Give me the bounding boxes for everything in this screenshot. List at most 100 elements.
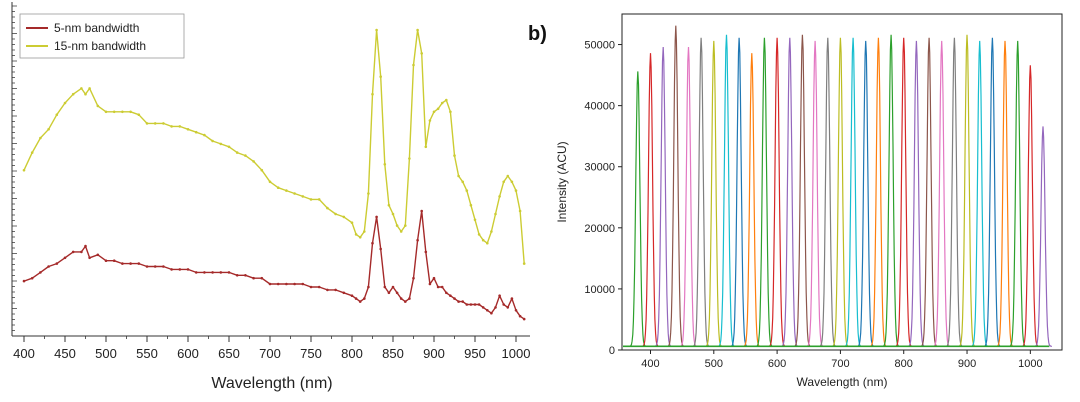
panel-a-x-tick-label: 850 [382,346,404,361]
data-point [408,157,411,160]
data-point [63,256,67,260]
panel-b-x-tick-label: 400 [641,358,659,370]
data-point [227,271,231,274]
spectral-peak [768,37,786,347]
data-point [326,206,329,210]
data-point [162,122,165,125]
data-point [276,282,280,286]
spectral-peak [920,37,938,347]
panel-b-x-axis-title: Wavelength (nm) [797,375,888,389]
data-point [71,92,75,96]
data-point [354,233,358,236]
data-point [494,306,497,309]
data-point [522,262,526,265]
spectral-peak [755,37,774,347]
data-point [518,209,522,213]
data-point [203,271,206,274]
panel-a-x-tick-label: 800 [341,346,363,361]
data-point [518,314,522,318]
data-point [387,291,391,295]
panel-a-series [22,28,526,321]
spectral-peak [818,37,837,347]
data-point [404,224,407,227]
data-point [514,189,518,192]
data-point [436,285,440,289]
data-point [39,136,42,140]
data-point [473,303,477,306]
data-point [252,276,255,280]
data-point [424,145,428,149]
spectral-peak [654,46,672,347]
data-point [449,110,452,114]
data-point [395,224,399,227]
data-point [219,142,223,146]
data-point [121,262,124,265]
series-line-15nm [23,29,525,264]
panel-b-y-tick-label: 30000 [584,162,615,174]
data-point [354,297,358,300]
panel-b-y-tick-label: 10000 [584,284,615,296]
data-point [420,52,424,55]
legend-box [19,13,185,59]
data-point [170,268,173,271]
spectral-peak [894,37,913,347]
data-point [358,236,362,239]
data-point [63,101,67,105]
data-point [104,259,108,263]
panel-a-x-tick-label: 600 [177,346,199,361]
data-point [121,110,124,114]
data-point [301,282,305,286]
spectral-peak [844,37,862,347]
spectral-peak [1008,40,1027,347]
spectral-peak [907,40,926,347]
data-point [358,300,362,303]
panel-a-x-tick-label: 750 [300,346,322,361]
data-point [22,279,26,283]
data-point [449,294,452,298]
data-point [481,238,485,242]
data-point [440,285,444,289]
data-point [469,203,473,207]
panel-b-x-tick-label: 900 [958,358,976,370]
data-point [379,75,383,78]
data-point [465,303,469,306]
panel-a-x-tick-label: 950 [464,346,486,361]
data-point [39,271,42,274]
data-point [375,28,378,32]
spectral-peak [1021,65,1040,347]
data-point [309,198,313,201]
data-point [453,297,456,300]
data-point [244,154,247,157]
panel-b-y-tick-label: 0 [609,345,615,357]
data-point [399,297,403,300]
data-point [104,110,108,114]
data-point [445,98,448,102]
data-point [244,274,247,277]
data-point [342,291,346,295]
data-point [276,186,280,189]
data-point [260,276,264,280]
panel-b-x-tick-label: 500 [705,358,723,370]
panel-a-x-tick-label: 450 [54,346,76,361]
panel-a: 400 450 500 550 600 650 700 750 800 850 900 950 1000… [11,2,530,392]
data-point [416,28,419,32]
spectral-peak [882,34,900,347]
data-point [194,271,198,274]
data-point [445,291,448,295]
panel-b-y-tick-label: 20000 [584,223,615,235]
data-point [498,294,501,298]
data-point [334,212,337,216]
panel-b-y-ticks: 0 10000 20000 30000 40000 50000 [584,40,622,357]
data-point [428,282,432,286]
data-point [268,282,272,286]
data-point [84,92,87,96]
data-point [211,271,214,274]
data-point [145,265,149,268]
spectral-peak [970,40,989,347]
data-point [481,306,485,309]
panel-a-x-tick-label: 650 [218,346,240,361]
data-point [252,160,255,163]
spectral-peak [717,34,736,347]
spectral-peak [692,37,710,347]
data-point [96,253,100,257]
